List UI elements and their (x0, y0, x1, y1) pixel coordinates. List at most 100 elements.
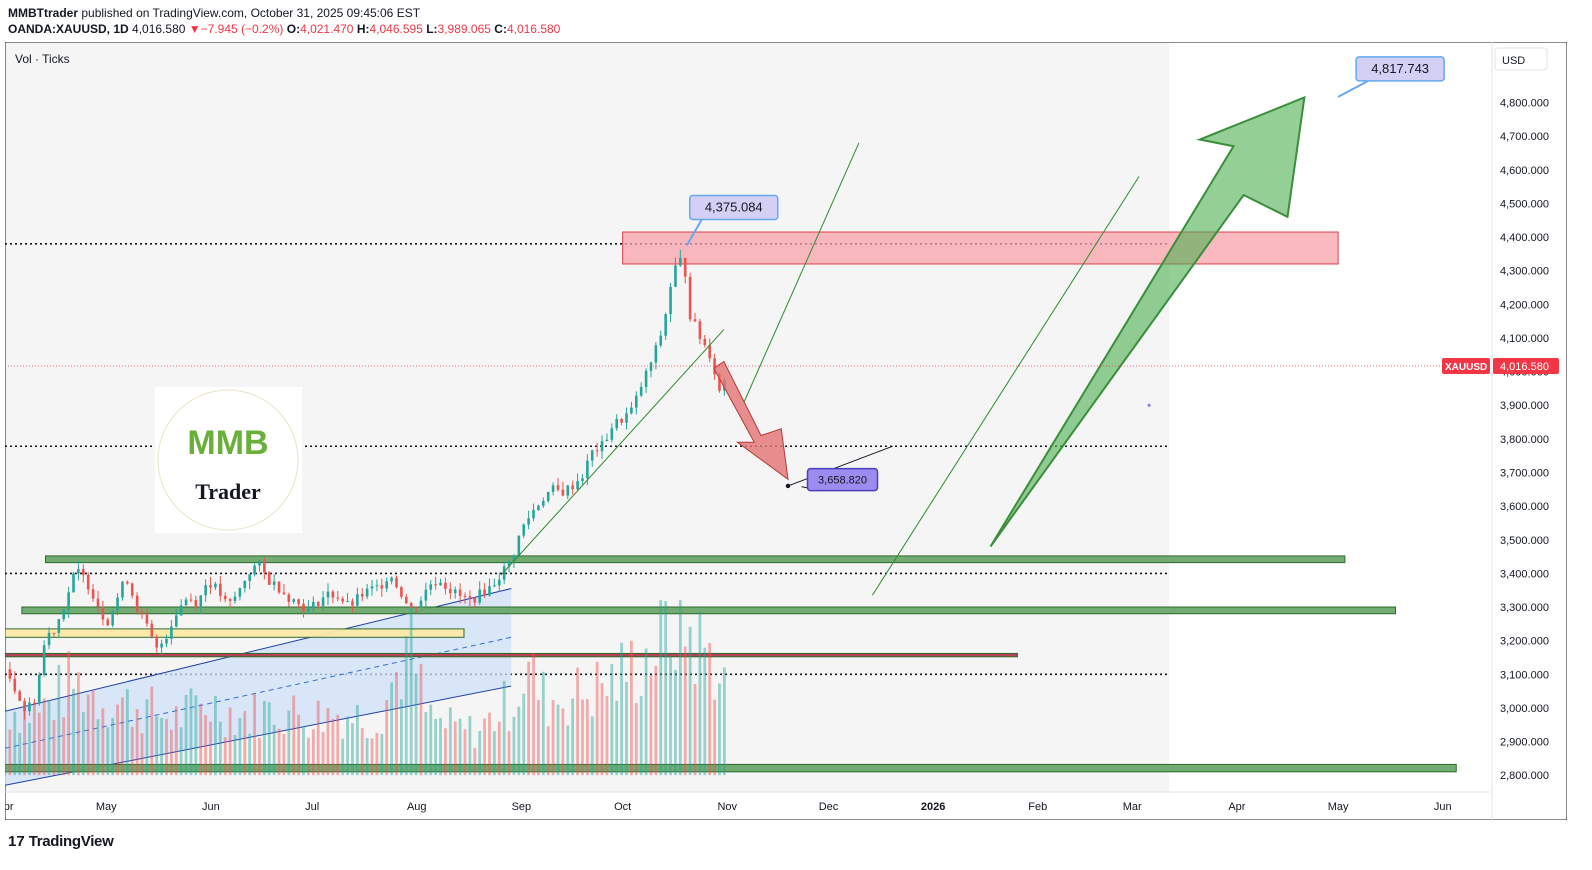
candle-body (370, 586, 374, 589)
candle-body (91, 589, 95, 599)
symbol-tag-label: XAUUSD (1445, 362, 1487, 373)
candle-body (463, 595, 467, 597)
callout-pointer-2 (1337, 79, 1369, 98)
candle-body (292, 599, 296, 602)
y-tick-label: 4,400.000 (1500, 232, 1549, 244)
candle-body (47, 632, 51, 646)
candle-body (556, 485, 560, 490)
tradingview-logo-icon[interactable]: 17 (8, 832, 25, 850)
marker-dot (1147, 403, 1151, 407)
symbol-label[interactable]: OANDA:XAUUSD, 1D (8, 22, 129, 36)
candle-body (429, 584, 433, 590)
volume-bar (223, 737, 227, 776)
volume-bar (96, 719, 100, 776)
y-tick-label: 3,900.000 (1500, 400, 1549, 412)
candle-body (537, 505, 540, 511)
y-tick-label: 4,700.000 (1500, 131, 1549, 143)
candle-body (101, 606, 105, 620)
volume-bar (23, 705, 26, 776)
volume-bar (189, 688, 193, 776)
y-tick-label: 3,200.000 (1500, 636, 1549, 648)
volume-bar (57, 664, 61, 776)
volume-bar (155, 716, 159, 776)
volume-bar (179, 727, 183, 776)
volume-bar (355, 704, 359, 776)
volume-bar (18, 732, 22, 776)
yellow-zone (5, 628, 465, 638)
candle-body (184, 599, 188, 606)
volume-bar (169, 729, 173, 776)
candle-body (321, 597, 325, 606)
candle-body (106, 619, 110, 626)
candle-body (302, 603, 305, 612)
candle-body (708, 345, 711, 359)
volume-bar (644, 648, 648, 776)
candle-body (453, 589, 457, 594)
volume-bar (28, 722, 31, 776)
candle-body (473, 597, 477, 603)
uptrend-line (500, 329, 725, 576)
candle-body (605, 439, 609, 442)
candle-body (155, 636, 159, 648)
volume-bar (32, 703, 36, 776)
x-tick-label: Dec (819, 801, 839, 813)
volume-bar (718, 683, 721, 776)
volume-bar (277, 728, 281, 776)
logo-trader-text: Trader (195, 479, 261, 504)
candle-body (130, 583, 134, 596)
volume-bar (522, 693, 526, 776)
volume-bar (688, 626, 692, 776)
candle-body (307, 608, 310, 612)
volume-bar (527, 661, 531, 776)
volume-bar (639, 696, 643, 776)
candle-body (674, 265, 677, 287)
candle-body (82, 569, 85, 575)
chart-area[interactable]: 4,375.084 3,658.820 4,817.743 MMB Trader Vol … (5, 42, 1567, 820)
tradingview-brand[interactable]: TradingView (28, 832, 114, 850)
chart-svg[interactable]: 4,375.084 3,658.820 4,817.743 MMB Trader Vol … (5, 42, 1567, 820)
volume-bar (395, 672, 398, 776)
x-tick-label: Feb (1028, 801, 1047, 813)
candle-body (214, 583, 217, 588)
callout-label-2: 4,817.743 (1371, 61, 1429, 76)
volume-bar (121, 697, 124, 776)
green-up-arrow (989, 95, 1306, 548)
volume-bar (351, 723, 354, 776)
target-line (787, 445, 893, 487)
currency-box (1494, 47, 1548, 71)
volume-bar (91, 690, 95, 776)
candle-body (360, 594, 364, 597)
candle-body (96, 598, 100, 607)
close-value: 4,016.580 (506, 22, 561, 36)
x-tick-label: May (96, 801, 117, 813)
volume-bar (404, 636, 408, 776)
candle-body (312, 601, 315, 609)
volume-bar (620, 642, 624, 776)
volume-bar (243, 711, 247, 776)
down-arrow-icon: ▼ (188, 22, 201, 36)
volume-bar (448, 707, 452, 776)
volume-bar (341, 738, 345, 776)
candle-body (434, 584, 437, 586)
volume-bar (669, 656, 672, 776)
candle-body (199, 595, 203, 608)
candle-body (287, 594, 291, 602)
candle-body (365, 588, 369, 597)
candle-body (698, 321, 702, 340)
target-point (785, 483, 791, 489)
candle-body (654, 345, 658, 363)
last-price-tag-label: 4,016.580 (1500, 361, 1549, 373)
volume-bar (722, 667, 726, 776)
volume-bar (585, 699, 589, 776)
candle-body (483, 589, 486, 596)
volume-bar (287, 710, 291, 776)
volume-bar (409, 606, 413, 776)
author-name[interactable]: MMBTtrader (8, 6, 79, 20)
volume-bar (576, 667, 579, 776)
candle-body (679, 257, 682, 266)
volume-bar (561, 708, 565, 776)
callout-pointer-0 (685, 218, 703, 246)
publish-line: MMBTtrader published on TradingView.com,… (8, 6, 420, 20)
candle-body (449, 588, 452, 594)
volume-bar (228, 707, 232, 776)
